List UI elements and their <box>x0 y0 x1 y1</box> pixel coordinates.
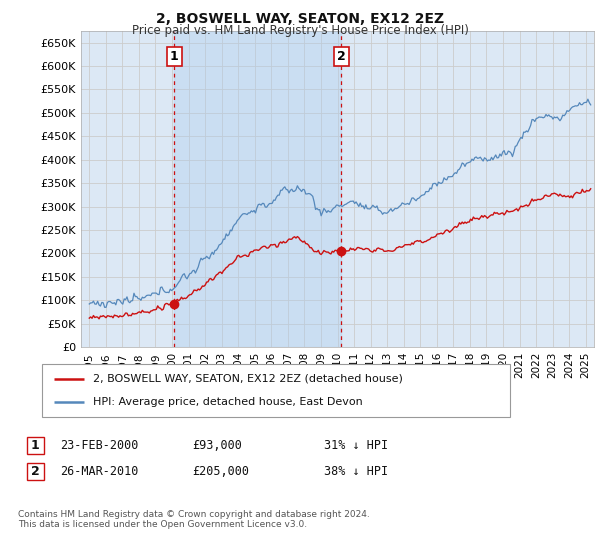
Bar <box>174 31 341 347</box>
Text: 2: 2 <box>31 465 40 478</box>
Text: 1: 1 <box>170 50 179 63</box>
Text: 23-FEB-2000: 23-FEB-2000 <box>60 438 139 452</box>
Text: Price paid vs. HM Land Registry's House Price Index (HPI): Price paid vs. HM Land Registry's House … <box>131 24 469 36</box>
Text: 31% ↓ HPI: 31% ↓ HPI <box>324 438 388 452</box>
Text: 2, BOSWELL WAY, SEATON, EX12 2EZ: 2, BOSWELL WAY, SEATON, EX12 2EZ <box>156 12 444 26</box>
Text: £205,000: £205,000 <box>192 465 249 478</box>
Text: 26-MAR-2010: 26-MAR-2010 <box>60 465 139 478</box>
Text: HPI: Average price, detached house, East Devon: HPI: Average price, detached house, East… <box>93 397 363 407</box>
Text: 1: 1 <box>31 438 40 452</box>
Text: £93,000: £93,000 <box>192 438 242 452</box>
Text: 2: 2 <box>337 50 346 63</box>
Text: 2, BOSWELL WAY, SEATON, EX12 2EZ (detached house): 2, BOSWELL WAY, SEATON, EX12 2EZ (detach… <box>93 374 403 384</box>
Text: Contains HM Land Registry data © Crown copyright and database right 2024.
This d: Contains HM Land Registry data © Crown c… <box>18 510 370 529</box>
Text: 38% ↓ HPI: 38% ↓ HPI <box>324 465 388 478</box>
